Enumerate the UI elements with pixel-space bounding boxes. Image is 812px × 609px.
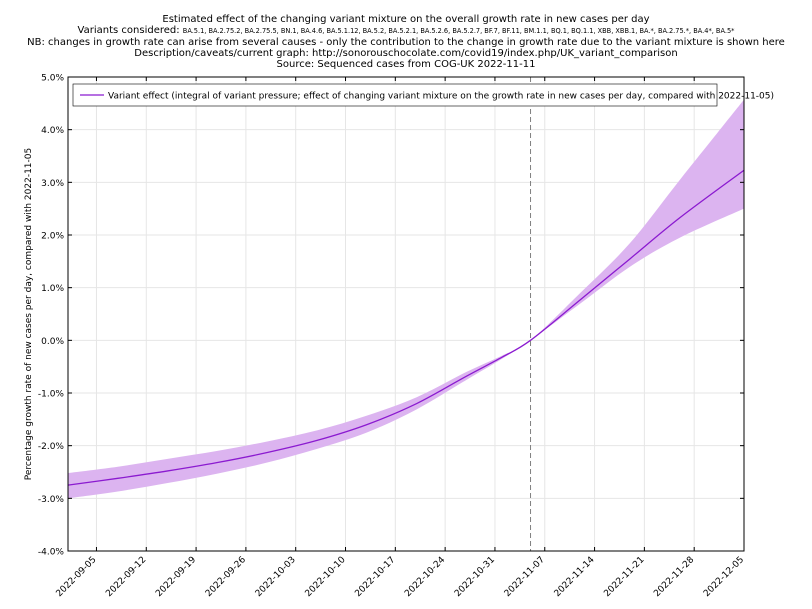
x-tick-label: 2022-10-03 — [254, 555, 298, 599]
y-tick-label: 5.0% — [41, 74, 64, 84]
x-tick-label: 2022-12-05 — [702, 555, 746, 599]
legend-label: Variant effect (integral of variant pres… — [108, 92, 774, 102]
chart-description: Description/caveats/current graph: http:… — [134, 48, 678, 59]
plot-frame — [67, 76, 745, 552]
y-tick-label: -4.0% — [38, 548, 65, 558]
x-tick-label: 2022-11-07 — [503, 555, 547, 599]
y-tick-label: 0.0% — [41, 337, 64, 347]
y-tick-label: 4.0% — [41, 126, 64, 136]
y-tick-label: 2.0% — [41, 232, 64, 242]
chart-note: NB: changes in growth rate can arise fro… — [27, 37, 785, 48]
x-tick-label: 2022-09-05 — [55, 555, 99, 599]
legend-box — [72, 83, 718, 107]
x-tick-label: 2022-10-24 — [403, 555, 447, 599]
variants-line: Variants considered: BA.5.1, BA.2.75.2, … — [0, 25, 812, 37]
x-tick-label: 2022-09-12 — [104, 555, 148, 599]
grid-lines — [68, 77, 744, 551]
variant-effect-line — [67, 169, 745, 486]
x-tick-label: 2022-09-26 — [204, 555, 248, 599]
x-tick-label: 2022-11-28 — [652, 555, 696, 599]
x-axis-ticks: 2022-09-05 2022-09-12 2022-09-19 2022-09-26… — [55, 77, 746, 599]
x-tick-label: 2022-10-31 — [453, 555, 497, 599]
x-tick-label: 2022-10-17 — [353, 555, 397, 599]
confidence-band — [68, 99, 744, 499]
y-tick-label: -2.0% — [38, 442, 65, 452]
y-axis-label: Percentage growth rate of new cases per … — [24, 148, 34, 480]
y-tick-label: 1.0% — [41, 284, 64, 294]
y-tick-label: -3.0% — [38, 495, 65, 505]
x-tick-label: 2022-11-14 — [553, 555, 597, 599]
x-tick-label: 2022-10-10 — [304, 555, 348, 599]
y-tick-label: -1.0% — [38, 390, 65, 400]
x-tick-label: 2022-09-19 — [154, 555, 198, 599]
variants-prefix: Variants considered: — [77, 25, 180, 36]
y-axis-ticks: -4.0% -3.0% -2.0% -1.0% 0.0% 1.0% 2.0% 3.0% 4.0%… — [38, 74, 744, 558]
chart-title: Estimated effect of the changing variant… — [162, 14, 650, 25]
variants-list: BA.5.1, BA.2.75.2, BA.2.75.5, BN.1, BA.4… — [182, 27, 735, 35]
chart-source: Source: Sequenced cases from COG-UK 2022… — [276, 59, 536, 70]
chart-titles: Estimated effect of the changing variant… — [0, 14, 812, 70]
y-tick-label: 3.0% — [41, 179, 64, 189]
legend: Variant effect (integral of variant pres… — [72, 83, 774, 107]
x-tick-label: 2022-11-21 — [602, 555, 646, 599]
